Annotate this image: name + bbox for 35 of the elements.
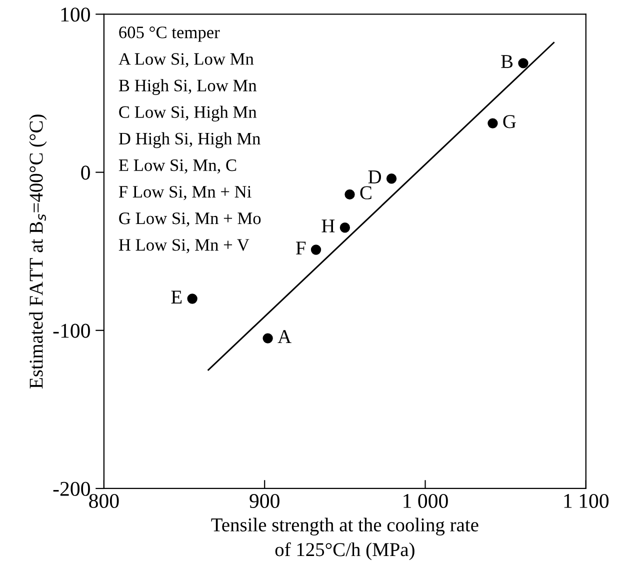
annotation: A Low Si, Low Mn [118,53,254,68]
point [310,244,322,255]
point [386,174,397,184]
annotation: A [278,330,292,343]
y-tick-label: 0 [81,166,90,180]
y-tick-label: 100 [61,8,90,22]
x-tick-label: 800 [89,494,119,508]
y-tick-label: -100 [53,324,90,338]
annotation: B [501,55,513,68]
annotation: H Low Si, Mn + V [118,239,250,254]
annotation: B High Si, Low Mn [118,79,257,95]
annotation: F [296,242,306,254]
point [344,189,355,200]
annotation: 605 °C temper [119,26,220,42]
x-axis-title: Tensile strength at the cooling rate of 125°C/h (MPa) [211,518,478,560]
annotation: H [322,220,335,232]
y-axis-title: Estimated FATT at B$_{s}$=400°C (°C) [29,114,47,388]
annotation: D [368,170,382,184]
annotation: G [503,115,516,128]
annotation: D High Si, High Mn [118,132,260,148]
point [340,222,350,233]
point [262,333,273,344]
x-tick-label: 1 000 [404,494,448,508]
point [187,294,198,304]
annotation: C [360,186,372,200]
point [518,58,528,68]
x-tick-label: 900 [250,494,280,508]
x-tick-label: 1 100 [564,494,609,508]
annotation: E Low Si, Mn, C [118,159,236,174]
annotation: C Low Si, High Mn [119,106,257,122]
annotation: F Low Si, Mn + Ni [118,186,252,200]
annotation: G Low Si, Mn + Mo [119,212,261,227]
point [488,118,498,128]
y-tick-label: -200 [53,482,90,496]
annotation: E [171,290,182,304]
